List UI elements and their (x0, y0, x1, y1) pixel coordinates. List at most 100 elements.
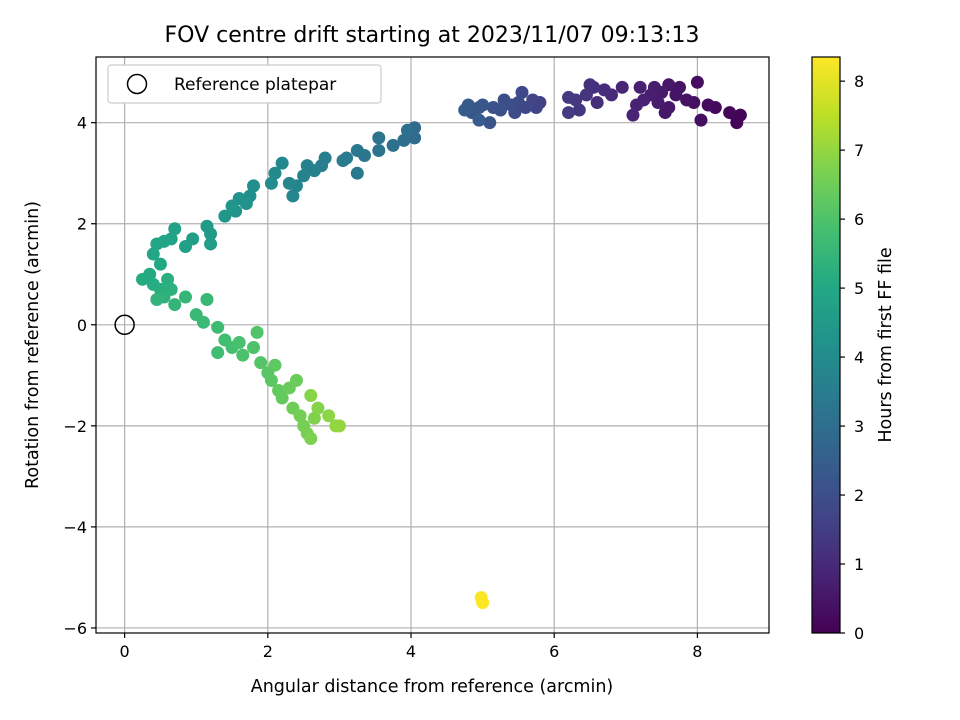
colorbar-tick-label: 0 (854, 624, 864, 643)
data-point (250, 325, 264, 339)
data-point (268, 166, 282, 180)
data-point (690, 75, 704, 89)
data-point (211, 320, 225, 334)
colorbar-ticks: 0 1 2 3 4 5 6 7 8 (840, 72, 864, 643)
data-point (150, 293, 164, 307)
legend-box (107, 64, 382, 104)
x-tick-label: 2 (263, 642, 273, 661)
data-point (458, 103, 472, 117)
reference-marker (114, 314, 135, 336)
x-tick-label: 4 (406, 642, 416, 661)
data-point (633, 80, 647, 94)
y-tick-label: −4 (63, 518, 87, 537)
y-tick-label: 4 (77, 114, 87, 133)
data-point (247, 179, 261, 193)
data-point (562, 90, 576, 104)
data-point (225, 199, 239, 213)
colorbar-gradient (811, 56, 841, 634)
data-point (268, 358, 282, 372)
data-point (153, 257, 167, 271)
data-point (168, 298, 182, 312)
x-tick-label: 6 (549, 642, 559, 661)
data-point (150, 237, 164, 251)
data-point (669, 88, 683, 102)
data-point (397, 133, 411, 147)
data-point (680, 93, 694, 107)
colorbar-tick-label: 6 (854, 210, 864, 229)
y-tick-label: −6 (63, 619, 87, 638)
data-point (275, 391, 289, 405)
data-point (200, 293, 214, 307)
data-point (204, 237, 218, 251)
data-point (386, 138, 400, 152)
data-points (136, 75, 747, 610)
data-point (694, 113, 708, 127)
colorbar: 0 1 2 3 4 5 6 7 8 Hours from first FF file (811, 56, 896, 643)
data-point (597, 83, 611, 97)
data-point (322, 409, 336, 423)
data-point (218, 209, 232, 223)
data-point (311, 401, 325, 415)
data-point (350, 143, 364, 157)
data-point (282, 176, 296, 190)
data-point (275, 156, 289, 170)
colorbar-tick-label: 2 (854, 486, 864, 505)
data-point (264, 176, 278, 190)
grid (96, 57, 769, 633)
data-point (211, 346, 225, 360)
plot-frame (95, 56, 770, 634)
colorbar-tick-label: 1 (854, 555, 864, 574)
data-point (146, 247, 160, 261)
legend-marker-icon (126, 73, 148, 95)
data-point (572, 103, 586, 117)
data-point (300, 159, 314, 173)
colorbar-tick-label: 7 (854, 141, 864, 160)
colorbar-tick-label: 5 (854, 279, 864, 298)
data-point (723, 106, 737, 120)
data-point (204, 227, 218, 241)
x-tick-label: 0 (120, 642, 130, 661)
data-point (293, 409, 307, 423)
data-point (630, 98, 644, 112)
data-point (615, 80, 629, 94)
x-tick-label: 8 (692, 642, 702, 661)
data-point (583, 78, 597, 92)
data-point (579, 88, 593, 102)
data-point (730, 116, 744, 130)
colorbar-tick-label: 4 (854, 348, 864, 367)
data-point (486, 101, 500, 115)
data-point (289, 373, 303, 387)
y-tick-label: −2 (63, 417, 87, 436)
data-point (178, 290, 192, 304)
data-point (232, 335, 246, 349)
data-point (658, 106, 672, 120)
y-tick-label: 0 (77, 316, 87, 335)
data-point (472, 113, 486, 127)
data-point (332, 419, 346, 433)
data-point (701, 98, 715, 112)
data-point (562, 106, 576, 120)
data-point (515, 85, 529, 99)
y-axis-label: Rotation from reference (arcmin) (23, 201, 43, 489)
data-point (336, 154, 350, 168)
axis-ticks: 0 2 4 6 8 −6 −4 −2 0 2 4 (63, 114, 702, 661)
data-point (497, 93, 511, 107)
data-point (372, 131, 386, 145)
y-tick-label: 2 (77, 215, 87, 234)
colorbar-label: Hours from first FF file (876, 247, 896, 442)
data-point (264, 373, 278, 387)
data-point (168, 222, 182, 236)
data-point (626, 108, 640, 122)
data-point (304, 431, 318, 445)
data-point (304, 389, 318, 403)
data-point (483, 116, 497, 130)
data-point (161, 272, 175, 286)
data-point (136, 272, 150, 286)
legend-label: Reference platepar (174, 75, 336, 95)
legend: Reference platepar (107, 64, 382, 104)
data-point (236, 348, 250, 362)
data-point (297, 169, 311, 183)
data-point (307, 411, 321, 425)
data-point (350, 166, 364, 180)
